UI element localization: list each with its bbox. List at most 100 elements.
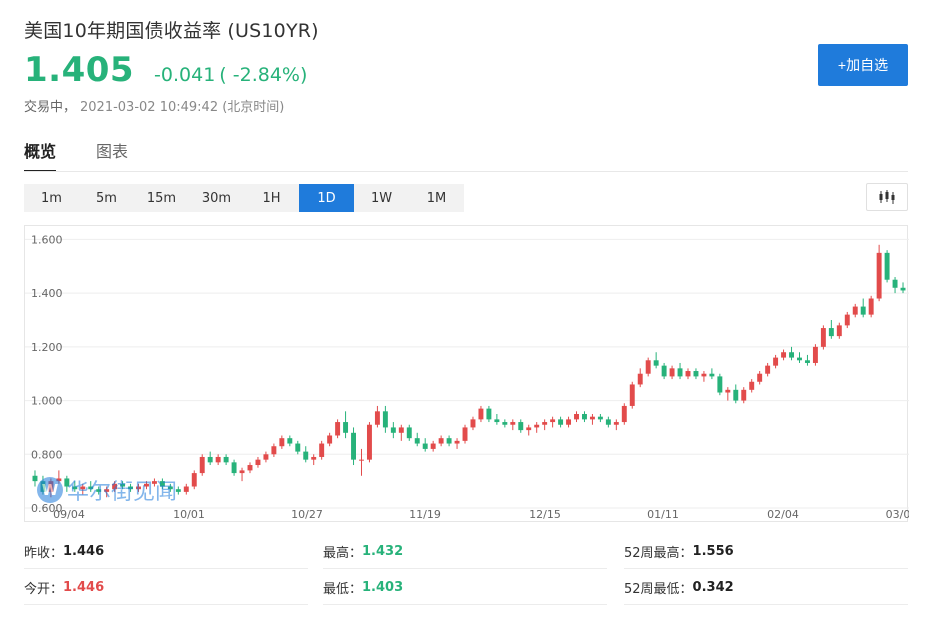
timestamp: 2021-03-02 10:49:42 (北京时间) — [80, 100, 285, 115]
candle-body — [151, 481, 157, 484]
chart-type-button[interactable] — [866, 183, 908, 211]
candle-body — [741, 389, 747, 401]
instrument-code: (US10YR) — [227, 20, 319, 42]
period-15m[interactable]: 15m — [146, 190, 177, 206]
period-5m[interactable]: 5m — [96, 190, 117, 206]
candle-body — [319, 443, 325, 457]
candle-body — [749, 381, 755, 390]
candle-body — [637, 373, 643, 385]
candle-body — [828, 328, 834, 337]
candle-body — [789, 352, 794, 358]
period-1mo[interactable]: 1M — [426, 190, 447, 206]
candle-body — [64, 478, 70, 487]
candle-body — [183, 486, 189, 492]
tab-divider — [24, 171, 908, 172]
candle-body — [605, 419, 611, 425]
candle-body — [414, 438, 420, 444]
watermark-logo: W — [37, 477, 63, 503]
candle-body — [191, 473, 197, 487]
candle-body — [438, 438, 444, 444]
y-tick-label: 1.600 — [31, 233, 63, 246]
candle-body — [773, 357, 779, 366]
candle-body — [876, 252, 882, 299]
tab-overview[interactable]: 概览 — [24, 138, 57, 172]
candle-body — [199, 456, 205, 474]
candle-body — [295, 443, 301, 452]
candle-body — [406, 427, 412, 439]
candle-body — [343, 422, 349, 433]
x-tick-label: 03/0 — [886, 508, 909, 521]
candle-body — [574, 414, 579, 420]
price-row: 1.405 -0.041( -2.84%) — [24, 50, 307, 90]
candle-body — [844, 314, 850, 326]
candle-body — [239, 470, 245, 474]
candle-body — [390, 427, 396, 433]
candle-body — [494, 419, 500, 423]
stat-label: 今开： — [24, 582, 64, 597]
last-price: 1.405 — [24, 50, 135, 90]
candle-body — [613, 422, 619, 425]
period-selector: 1m 5m 15m 30m 1H 1D 1W 1M — [24, 184, 464, 212]
candle-body — [128, 486, 134, 490]
candle-body — [534, 424, 540, 428]
candle-body — [550, 419, 556, 423]
stat-52w-low: 52周最低： 0.342 — [624, 571, 908, 605]
add-to-watchlist-button[interactable]: +加自选 — [818, 44, 908, 86]
candle-body — [677, 368, 683, 377]
period-1d[interactable]: 1D — [299, 184, 354, 212]
stat-value: 1.556 — [692, 544, 734, 559]
candle-body — [900, 287, 906, 291]
candle-body — [669, 368, 675, 377]
candle-body — [526, 427, 532, 431]
trading-status: 交易中， 2021-03-02 10:49:42 (北京时间) — [24, 96, 284, 115]
x-tick-label: 10/27 — [291, 508, 323, 521]
candle-body — [781, 352, 787, 358]
candle-body — [279, 438, 285, 447]
candle-body — [366, 424, 372, 460]
candle-body — [231, 462, 237, 474]
y-tick-label: 0.800 — [31, 448, 63, 461]
stat-label: 最高： — [323, 546, 363, 561]
candle-body — [470, 419, 476, 428]
stat-high: 最高： 1.432 — [323, 535, 607, 569]
period-1h[interactable]: 1H — [262, 190, 281, 206]
change-value: -0.041 — [154, 64, 216, 86]
candle-body — [542, 422, 548, 425]
candle-body — [852, 306, 858, 315]
candle-body — [765, 365, 771, 374]
candle-body — [582, 414, 587, 420]
candle-body — [311, 456, 317, 460]
candle-body — [374, 411, 380, 425]
candle-body — [144, 483, 149, 487]
candle-body — [462, 427, 468, 441]
candle-body — [247, 465, 253, 471]
candle-body — [892, 279, 898, 288]
tab-chart[interactable]: 图表 — [96, 142, 129, 161]
candle-body — [589, 416, 595, 420]
period-1m[interactable]: 1m — [41, 190, 62, 206]
candle-body — [398, 427, 404, 433]
candle-body — [693, 371, 699, 377]
y-tick-label: 0.600 — [31, 502, 63, 515]
candle-body — [112, 483, 118, 490]
candle-body — [271, 446, 277, 455]
candle-body — [621, 405, 627, 423]
candle-body — [566, 419, 572, 425]
period-1w[interactable]: 1W — [370, 190, 393, 206]
candle-body — [510, 422, 516, 425]
candle-body — [558, 419, 564, 425]
status-text: 交易中， — [24, 100, 77, 115]
candle-body — [207, 456, 213, 463]
change-percent: ( -2.84%) — [219, 64, 308, 86]
price-chart[interactable]: 1.600 1.400 1.200 1.000 0.800 0.600 09/04 10/01… — [24, 225, 909, 522]
candle-body — [422, 443, 428, 449]
candle-body — [836, 325, 842, 337]
candle-body — [255, 459, 261, 466]
candle-body — [32, 475, 38, 482]
period-30m[interactable]: 30m — [201, 190, 232, 206]
stat-value: 1.446 — [63, 580, 105, 595]
candle-body — [327, 435, 333, 444]
candle-body — [653, 360, 659, 366]
candle-body — [868, 298, 874, 315]
stat-label: 52周最高： — [624, 546, 693, 561]
